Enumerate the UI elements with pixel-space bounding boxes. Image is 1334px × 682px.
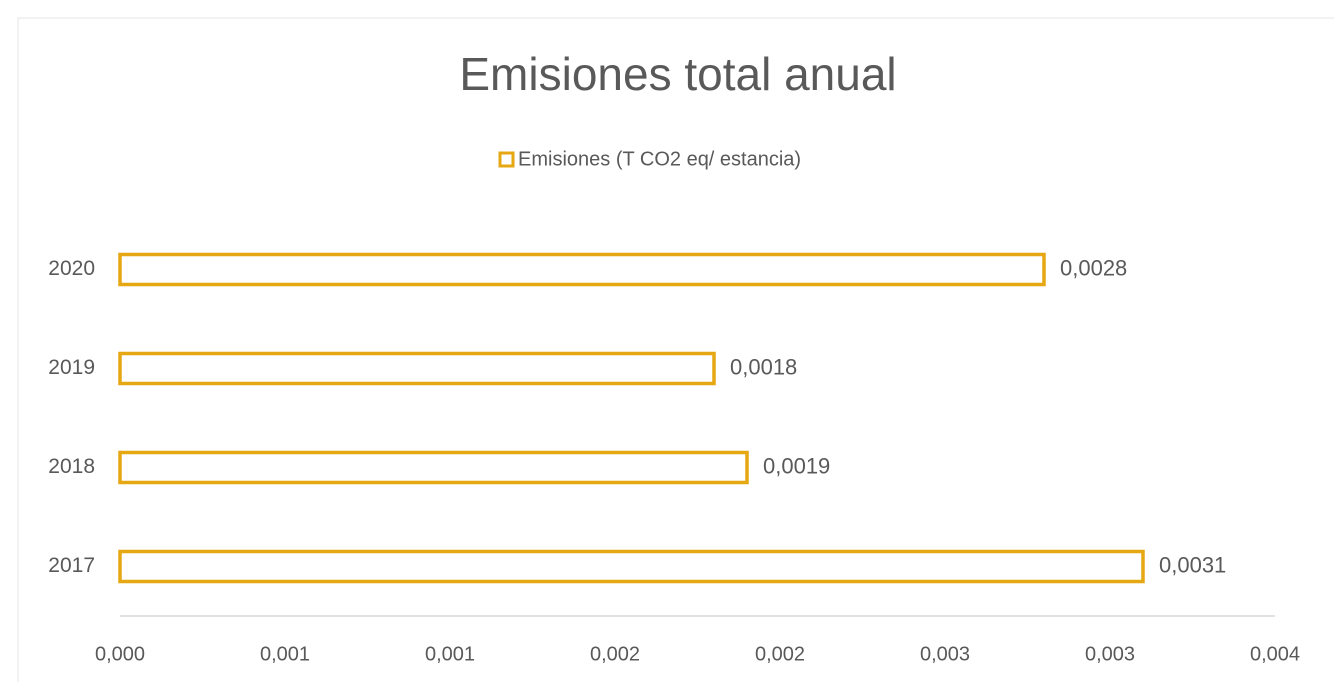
y-tick-label: 2017 — [48, 554, 95, 577]
data-label: 0,0019 — [763, 453, 830, 478]
x-tick-label: 0,000 — [95, 643, 145, 665]
data-label: 0,0028 — [1060, 255, 1127, 280]
y-tick-label: 2019 — [48, 356, 95, 379]
x-tick-label: 0,002 — [590, 643, 640, 665]
x-tick-label: 0,001 — [260, 643, 310, 665]
chart-border — [17, 17, 1334, 682]
bar — [118, 549, 1145, 584]
x-tick-label: 0,003 — [1085, 643, 1135, 665]
chart-title: Emisiones total anual — [459, 48, 896, 100]
y-tick-label: 2018 — [48, 455, 95, 478]
x-tick-label: 0,004 — [1250, 643, 1300, 665]
bar — [118, 351, 716, 386]
data-label: 0,0018 — [730, 354, 797, 379]
data-label: 0,0031 — [1159, 552, 1226, 577]
x-tick-label: 0,003 — [920, 643, 970, 665]
legend-swatch — [498, 151, 515, 168]
bar — [118, 252, 1046, 287]
legend-label: Emisiones (T CO2 eq/ estancia) — [518, 148, 801, 170]
bar — [118, 450, 749, 485]
x-tick-label: 0,002 — [755, 643, 805, 665]
x-tick-label: 0,001 — [425, 643, 475, 665]
y-tick-label: 2020 — [48, 257, 95, 280]
